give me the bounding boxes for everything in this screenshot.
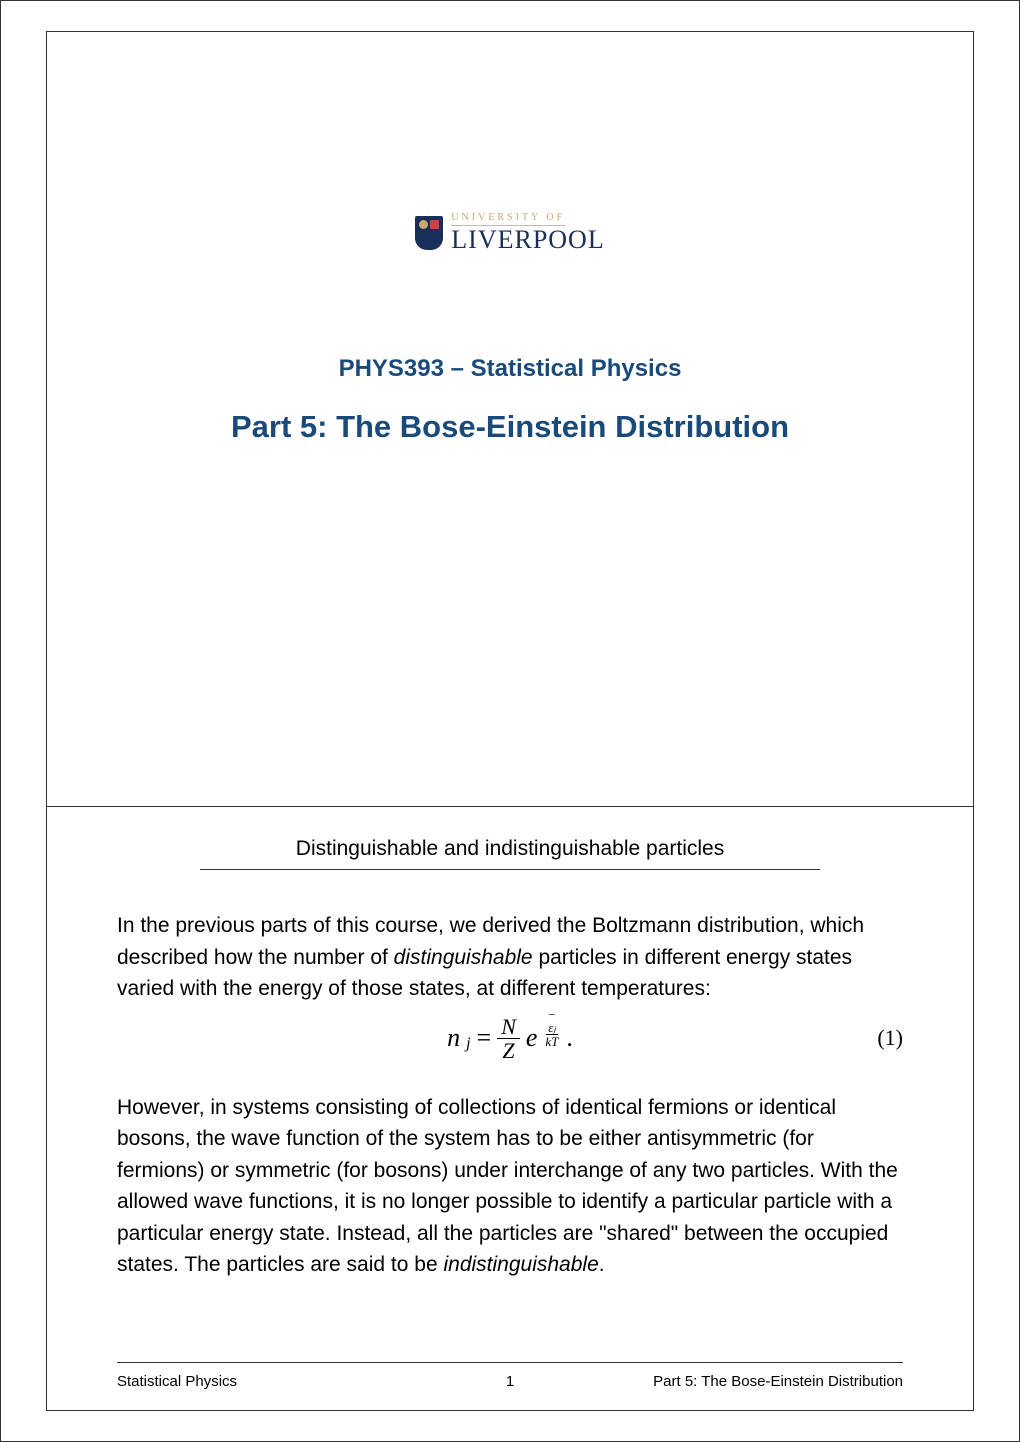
- title-section: UNIVERSITY OF LIVERPOOL PHYS393 – Statis…: [47, 32, 973, 807]
- part-title: Part 5: The Bose-Einstein Distribution: [231, 409, 789, 445]
- eq-period: .: [566, 1023, 573, 1053]
- footer-left: Statistical Physics: [117, 1373, 237, 1390]
- shield-icon: [415, 216, 443, 250]
- eq-exp-base: e: [526, 1023, 538, 1053]
- section-title: Distinguishable and indistinguishable pa…: [296, 837, 724, 869]
- eq-exp-num: εⱼ: [546, 1021, 557, 1035]
- page-container: UNIVERSITY OF LIVERPOOL PHYS393 – Statis…: [1, 1, 1019, 1441]
- logo-liverpool: LIVERPOOL: [451, 226, 604, 255]
- eq-frac-den: Z: [498, 1039, 518, 1062]
- eq-equals: =: [477, 1023, 492, 1053]
- inner-frame: UNIVERSITY OF LIVERPOOL PHYS393 – Statis…: [46, 31, 974, 1411]
- eq-frac-num: N: [497, 1015, 520, 1039]
- section-title-line: Distinguishable and indistinguishable pa…: [200, 837, 820, 870]
- footer-right: Part 5: The Bose-Einstein Distribution: [653, 1373, 903, 1390]
- footer-page-number: 1: [506, 1373, 514, 1390]
- section-title-wrap: Distinguishable and indistinguishable pa…: [117, 837, 903, 870]
- para2-italic: indistinguishable: [443, 1253, 598, 1276]
- para2-text-b: .: [599, 1253, 605, 1276]
- eq-exp: −εⱼkT: [543, 1008, 560, 1048]
- para1-italic: distinguishable: [394, 946, 533, 969]
- eq-lhs-var: n: [447, 1023, 460, 1053]
- course-code: PHYS393 – Statistical Physics: [339, 355, 682, 383]
- equation-number: (1): [877, 1025, 903, 1051]
- eq-exp-den: kT: [543, 1035, 560, 1048]
- logo-university-of: UNIVERSITY OF: [451, 212, 565, 226]
- equation-row: nj = N Z e−εⱼkT. (1): [117, 1015, 903, 1062]
- para2-text-a: However, in systems consisting of collec…: [117, 1096, 898, 1277]
- university-logo: UNIVERSITY OF LIVERPOOL: [415, 212, 604, 255]
- eq-frac: N Z: [497, 1015, 520, 1062]
- paragraph-2: However, in systems consisting of collec…: [117, 1092, 903, 1281]
- content-section: Distinguishable and indistinguishable pa…: [47, 807, 973, 1311]
- logo-text: UNIVERSITY OF LIVERPOOL: [415, 212, 604, 255]
- logo-words: UNIVERSITY OF LIVERPOOL: [451, 212, 604, 255]
- page-footer: Statistical Physics 1 Part 5: The Bose-E…: [117, 1362, 903, 1390]
- equation-1: nj = N Z e−εⱼkT.: [447, 1015, 573, 1062]
- paragraph-1: In the previous parts of this course, we…: [117, 910, 903, 1005]
- eq-lhs-sub: j: [466, 1035, 470, 1053]
